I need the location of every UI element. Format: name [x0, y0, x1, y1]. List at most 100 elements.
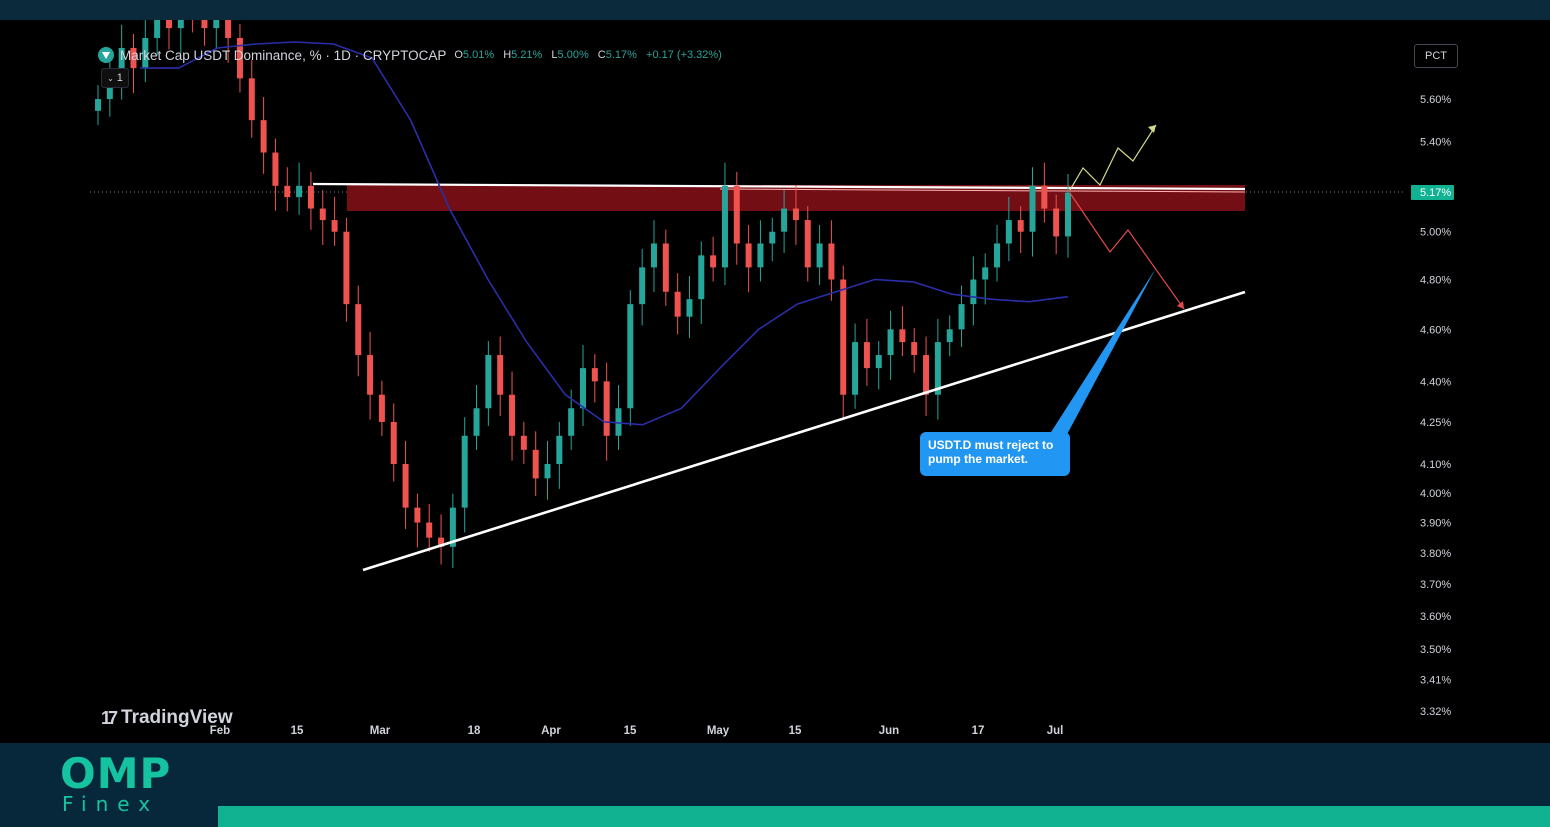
candle-body[interactable]	[544, 464, 551, 479]
callout-note[interactable]: USDT.D must reject to pump the market.	[920, 432, 1070, 476]
percent-scale-button[interactable]: PCT	[1414, 44, 1458, 68]
candle-body[interactable]	[118, 47, 125, 79]
candle-body[interactable]	[367, 355, 374, 395]
candle-body[interactable]	[378, 394, 385, 422]
candle-body[interactable]	[142, 37, 149, 69]
candle-body[interactable]	[520, 435, 527, 450]
candle-body[interactable]	[1053, 208, 1060, 237]
candle-body[interactable]	[863, 342, 870, 369]
candle-body[interactable]	[982, 267, 989, 280]
candle-body[interactable]	[260, 120, 267, 153]
candle-body[interactable]	[284, 185, 291, 198]
candle-body[interactable]	[1005, 220, 1012, 244]
candle-body[interactable]	[698, 255, 705, 300]
candle-body[interactable]	[402, 464, 409, 508]
candle-body[interactable]	[177, 20, 184, 29]
candle-body[interactable]	[343, 231, 350, 305]
bearish-arrow-head	[1177, 301, 1184, 309]
candle-body[interactable]	[946, 329, 953, 343]
candle-body[interactable]	[414, 507, 421, 523]
candle-body[interactable]	[106, 78, 113, 100]
candle-body[interactable]	[686, 299, 693, 317]
chart-area[interactable]: 5.80%5.60%5.40%5.00%4.80%4.60%4.40%4.25%…	[0, 20, 1550, 743]
candle-body[interactable]	[473, 408, 480, 436]
candle-body[interactable]	[840, 279, 847, 395]
footer-accent-bar	[218, 806, 1550, 827]
candle-body[interactable]	[296, 185, 303, 198]
symbol-title[interactable]: Market Cap USDT Dominance, % · 1D · CRYP…	[120, 47, 447, 63]
bearish-projection-path[interactable]	[1069, 192, 1185, 310]
candle-body[interactable]	[319, 208, 326, 221]
candle-body[interactable]	[130, 47, 137, 69]
candle-body[interactable]	[745, 243, 752, 268]
candle-body[interactable]	[639, 267, 646, 305]
candlestick-chart[interactable]: 5.80%5.60%5.40%5.00%4.80%4.60%4.40%4.25%…	[0, 20, 1550, 743]
candle-body[interactable]	[615, 408, 622, 436]
candle-body[interactable]	[580, 368, 586, 409]
bullish-projection-path[interactable]	[1069, 124, 1157, 191]
price-axis[interactable]: 5.80%5.60%5.40%5.00%4.80%4.60%4.40%4.25%…	[1420, 53, 1451, 718]
candle-body[interactable]	[875, 355, 882, 369]
candle-body[interactable]	[662, 243, 669, 292]
candle-body[interactable]	[497, 355, 504, 395]
candle-body[interactable]	[509, 394, 516, 436]
candle-body[interactable]	[568, 408, 575, 436]
support-trendline[interactable]	[362, 290, 1246, 572]
candle-body[interactable]	[923, 355, 930, 395]
candle-body[interactable]	[816, 243, 823, 268]
candle-body[interactable]	[852, 342, 859, 395]
candle-body[interactable]	[556, 435, 563, 465]
candle-body[interactable]	[674, 291, 681, 317]
candle-body[interactable]	[792, 208, 799, 221]
candle-body[interactable]	[331, 220, 338, 232]
candle-body[interactable]	[769, 231, 776, 244]
candle-body[interactable]	[887, 329, 894, 356]
candle-body[interactable]	[781, 208, 788, 232]
candle-body[interactable]	[804, 220, 811, 268]
candle-body[interactable]	[449, 507, 456, 547]
candle-body[interactable]	[95, 99, 101, 111]
candle-body[interactable]	[603, 381, 610, 436]
time-tick-label: 17	[972, 725, 985, 737]
candle-body[interactable]	[532, 449, 539, 479]
symbol-legend[interactable]: Market Cap USDT Dominance, % · 1D · CRYP…	[98, 45, 728, 65]
candle-body[interactable]	[1041, 185, 1048, 209]
candle-body[interactable]	[650, 243, 657, 268]
candle-body[interactable]	[426, 522, 433, 538]
candle-body[interactable]	[994, 243, 1001, 268]
candle-body[interactable]	[225, 20, 232, 38]
candle-body[interactable]	[165, 20, 172, 29]
candle-body[interactable]	[1065, 192, 1071, 237]
tether-icon	[98, 47, 114, 63]
candle-body[interactable]	[970, 279, 977, 305]
time-axis[interactable]: Feb 15 Mar 18 Apr 15 May 15 Jun 17 Jul	[210, 725, 1064, 737]
candle-body[interactable]	[828, 243, 835, 280]
candle-body[interactable]	[958, 304, 965, 330]
candle-body[interactable]	[733, 185, 740, 244]
candle-body[interactable]	[213, 20, 220, 29]
candle-body[interactable]	[485, 355, 492, 409]
resistance-line[interactable]	[312, 182, 1246, 191]
candle-body[interactable]	[899, 329, 906, 343]
candle-body[interactable]	[911, 342, 918, 356]
candle-body[interactable]	[591, 368, 598, 382]
candle-body[interactable]	[1017, 220, 1024, 232]
indicators-toggle[interactable]: ⌄ 1	[101, 68, 129, 88]
candle-body[interactable]	[390, 421, 397, 465]
candle-body[interactable]	[461, 435, 468, 508]
candle-body[interactable]	[627, 304, 634, 409]
candle-body[interactable]	[934, 342, 941, 395]
candle-body[interactable]	[307, 185, 314, 209]
candle-body[interactable]	[201, 20, 208, 29]
candle-body[interactable]	[236, 37, 243, 79]
candle-body[interactable]	[710, 255, 717, 268]
candle-body[interactable]	[355, 304, 362, 356]
candle-body[interactable]	[272, 152, 279, 186]
candle-body[interactable]	[248, 78, 255, 121]
candle-body[interactable]	[438, 537, 445, 547]
candle-body[interactable]	[1029, 185, 1036, 232]
candle-body[interactable]	[721, 185, 728, 268]
tradingview-watermark: 17 TradingView	[101, 707, 233, 729]
candle-body[interactable]	[154, 20, 161, 38]
candle-body[interactable]	[757, 243, 764, 268]
